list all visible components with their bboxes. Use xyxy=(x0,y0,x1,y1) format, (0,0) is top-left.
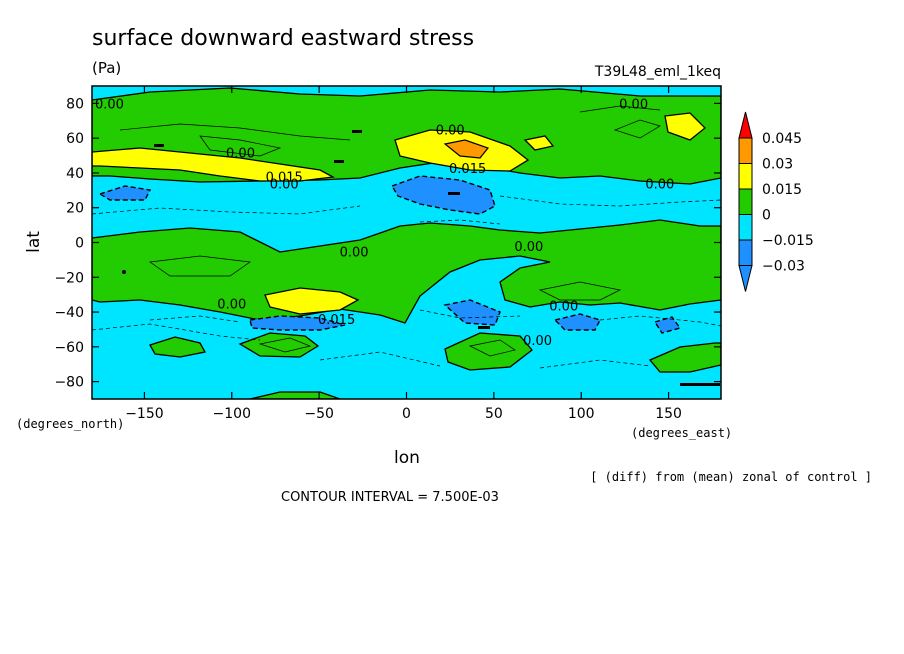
blue-region-n-central xyxy=(390,175,496,215)
y-tick-label: −20 xyxy=(54,270,84,286)
colorbar-label: 0.015 xyxy=(762,182,802,198)
y-axis-ticks: 80 60 40 20 0 −20 −40 −60 −80 xyxy=(54,96,721,391)
x-tick-label: −150 xyxy=(125,406,163,422)
x-tick-label: −50 xyxy=(304,406,334,422)
green-region-south-2 xyxy=(238,332,320,358)
orange-region xyxy=(443,139,489,159)
x-tick-label: 100 xyxy=(568,406,595,422)
y-tick-label: 80 xyxy=(66,96,84,112)
blue-region-s-3 xyxy=(553,313,601,331)
contour-label: 0.00 xyxy=(549,299,578,314)
contour-label: 0.00 xyxy=(645,178,674,193)
y-tick-label: 40 xyxy=(66,166,84,182)
negative-contours xyxy=(92,195,721,369)
green-region-bottom xyxy=(249,391,341,399)
x-axis-ticks: −150 −100 −50 0 50 100 150 xyxy=(125,86,682,422)
run-label: T39L48_eml_1keq xyxy=(594,64,721,80)
x-axis-units: (degrees_east) xyxy=(631,426,732,440)
colorbar-segment xyxy=(738,214,753,241)
green-region-south-1 xyxy=(149,336,207,358)
green-region-south-3 xyxy=(444,332,533,371)
y-tick-label: −40 xyxy=(54,305,84,321)
contour-label: 0.00 xyxy=(217,298,246,313)
colorbar-segment xyxy=(738,137,753,164)
contour-interval: CONTOUR INTERVAL = 7.500E-03 xyxy=(281,490,499,505)
chart-units: (Pa) xyxy=(92,59,121,77)
colorbar-top-arrow xyxy=(738,111,753,139)
yellow-region-nw xyxy=(92,147,336,182)
colorbar-bottom-arrow xyxy=(738,265,753,292)
contour-label: 0.015 xyxy=(318,313,355,328)
colorbar-segment xyxy=(738,239,753,266)
secondary-contours xyxy=(119,105,661,357)
y-tick-label: −60 xyxy=(54,340,84,356)
yellow-region-ne-1 xyxy=(523,135,555,151)
contour-label: 0.00 xyxy=(619,98,648,113)
colorbar-segment xyxy=(738,163,753,190)
x-tick-label: 0 xyxy=(402,406,411,422)
y-tick-label: 60 xyxy=(66,131,84,147)
colorbar-label: 0.03 xyxy=(762,157,793,173)
note: [ (diff) from (mean) zonal of control ] xyxy=(590,470,872,484)
colorbar-label: 0 xyxy=(762,208,771,224)
blue-region-s-2 xyxy=(443,299,501,326)
blue-region-s-1 xyxy=(249,315,346,331)
contour-label: 0.015 xyxy=(266,171,303,186)
small-features xyxy=(122,130,720,386)
x-tick-label: 150 xyxy=(655,406,682,422)
x-tick-label: 50 xyxy=(485,406,503,422)
contour-label: 0.00 xyxy=(523,334,552,349)
green-region-central xyxy=(92,219,721,324)
contour-label: 0.00 xyxy=(436,124,465,139)
contour-label: 0.00 xyxy=(95,98,124,113)
contour-label: 0.00 xyxy=(270,178,299,193)
colorbar: 0.045 0.03 0.015 0 −0.015 −0.03 xyxy=(738,111,814,292)
colorbar-label: −0.03 xyxy=(762,259,805,275)
x-axis-label: lon xyxy=(394,448,420,468)
colorbar-segment xyxy=(738,188,753,215)
colorbar-label: −0.015 xyxy=(762,233,814,249)
y-axis-units: (degrees_north) xyxy=(16,417,124,431)
contour-label: 0.00 xyxy=(514,240,543,255)
blue-region-nw xyxy=(98,185,152,201)
y-tick-label: 0 xyxy=(75,236,84,252)
contour-label: 0.00 xyxy=(226,146,255,161)
chart-title: surface downward eastward stress xyxy=(92,26,474,51)
y-tick-label: −80 xyxy=(54,375,84,391)
contour-label: 0.00 xyxy=(340,245,369,260)
yellow-region-ne-2 xyxy=(664,112,706,141)
yellow-region-south xyxy=(264,287,360,315)
green-region-south-4 xyxy=(648,342,721,373)
contour-label: 0.015 xyxy=(449,162,486,177)
colorbar-label: 0.045 xyxy=(762,131,802,147)
y-tick-label: 20 xyxy=(66,201,84,217)
y-axis-label: lat xyxy=(24,231,44,253)
x-tick-label: −100 xyxy=(213,406,251,422)
